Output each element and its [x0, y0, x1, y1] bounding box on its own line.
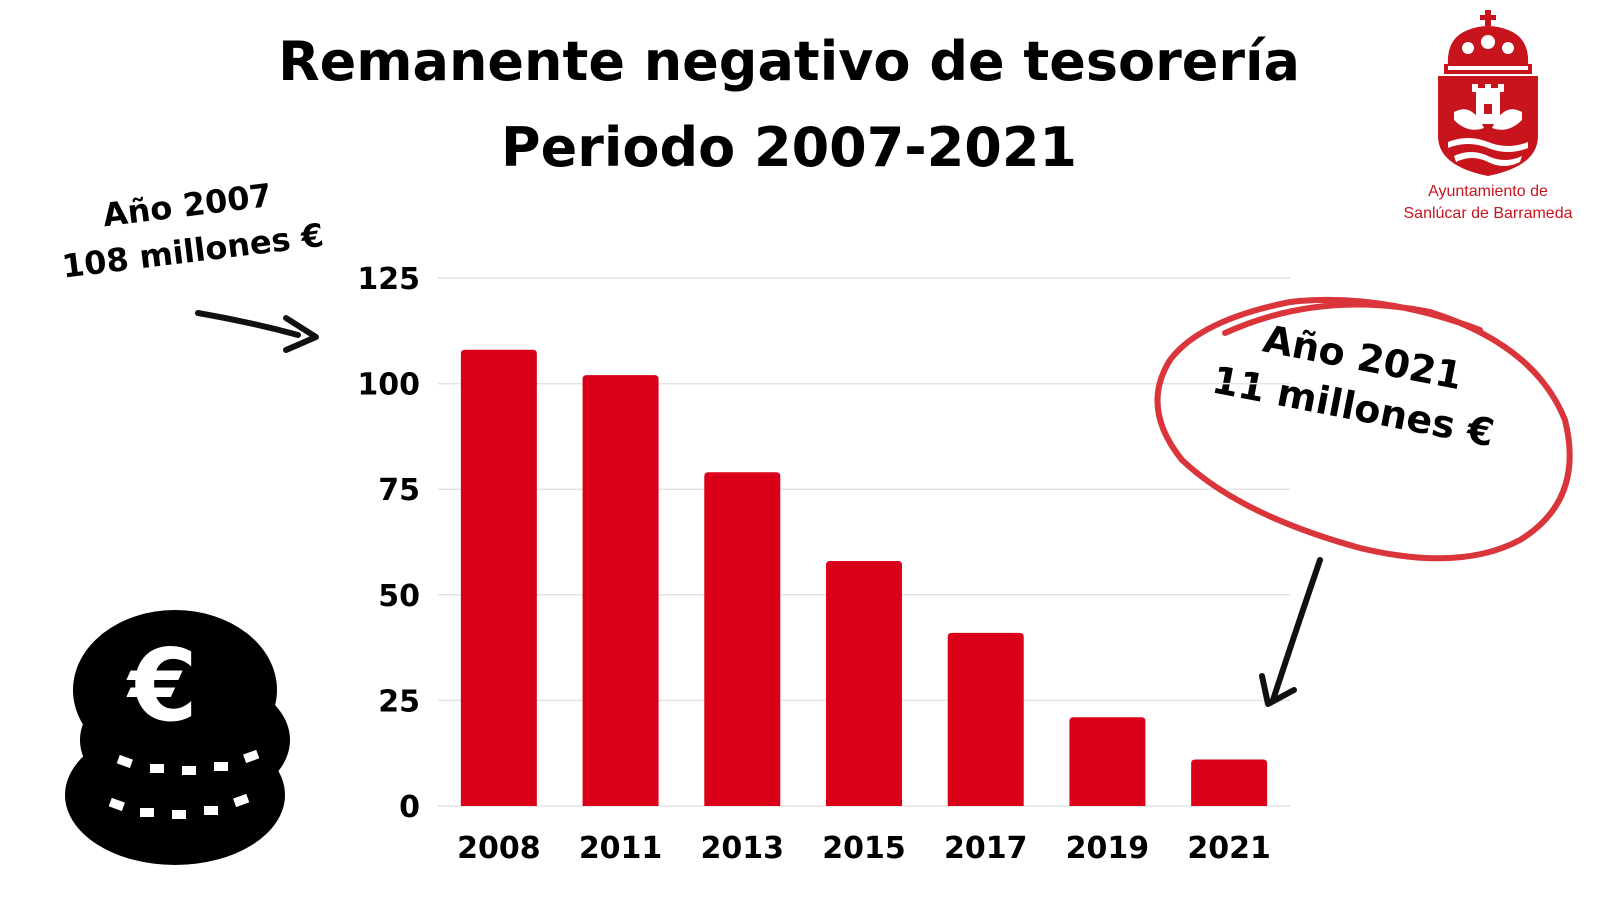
x-tick-label: 2017	[944, 831, 1028, 866]
chart-title-line1: Remanente negativo de tesorería	[278, 30, 1300, 93]
x-tick-label: 2008	[457, 831, 541, 866]
euro-coins-icon: €	[65, 610, 290, 865]
arrow-left-icon	[195, 310, 319, 353]
city-council-logo: Ayuntamiento de Sanlúcar de Barrameda	[1376, 8, 1600, 238]
y-tick-label: 75	[378, 473, 420, 508]
bar-2021	[1191, 759, 1268, 806]
bar-2015	[826, 561, 902, 806]
x-tick-label: 2011	[579, 831, 663, 866]
x-tick-label: 2019	[1066, 831, 1150, 866]
arrow-right-icon	[1259, 557, 1323, 707]
x-axis-ticks: 2008 2011 2013 2015 2017 2019 2021	[457, 831, 1271, 866]
highlight-circle	[1154, 296, 1573, 562]
logo-text-line1: Ayuntamiento de	[1428, 183, 1548, 200]
logo-text-line2: Sanlúcar de Barrameda	[1403, 205, 1573, 222]
x-tick-label: 2013	[701, 831, 785, 866]
chart-title-line2: Periodo 2007-2021	[501, 116, 1077, 179]
y-tick-label: 50	[378, 579, 420, 614]
bar-2019	[1069, 717, 1146, 806]
bar-2013	[704, 472, 781, 806]
euro-symbol: €	[126, 627, 198, 744]
y-tick-label: 0	[399, 790, 420, 825]
x-tick-label: 2015	[822, 831, 906, 866]
y-axis-ticks: 0 25 50 75 100 125	[357, 262, 420, 825]
y-tick-label: 125	[357, 262, 420, 297]
bars	[460, 349, 1268, 806]
y-tick-label: 25	[378, 684, 420, 719]
y-tick-label: 100	[357, 368, 420, 403]
coat-of-arms-icon	[1438, 10, 1538, 176]
x-tick-label: 2021	[1187, 831, 1271, 866]
bar-2008	[460, 349, 537, 806]
bar-2017	[947, 632, 1024, 806]
bar-2011	[582, 375, 659, 806]
